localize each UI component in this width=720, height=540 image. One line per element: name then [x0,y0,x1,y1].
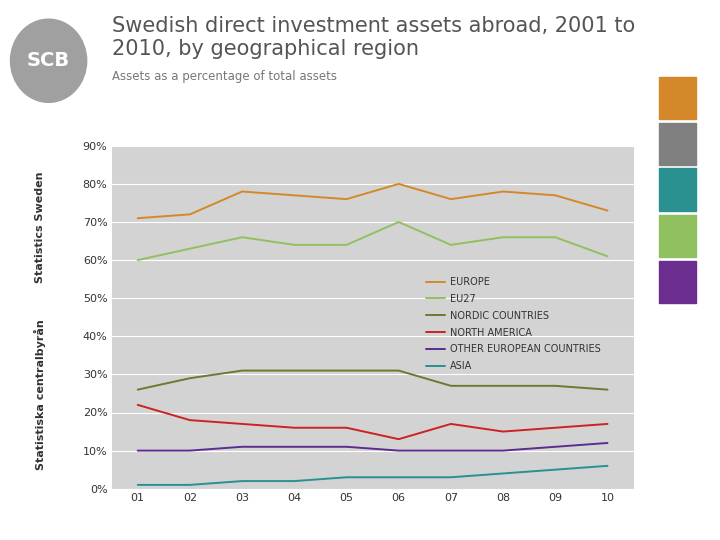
Text: SCB: SCB [27,51,70,70]
Text: Statistiska centralbyrån: Statistiska centralbyrån [34,319,45,470]
Text: 2010, by geographical region: 2010, by geographical region [112,39,418,59]
Text: Swedish direct investment assets abroad, 2001 to: Swedish direct investment assets abroad,… [112,16,635,36]
Text: Statistics Sweden: Statistics Sweden [35,171,45,282]
Legend: EUROPE, EU27, NORDIC COUNTRIES, NORTH AMERICA, OTHER EUROPEAN COUNTRIES, ASIA: EUROPE, EU27, NORDIC COUNTRIES, NORTH AM… [422,273,605,375]
Ellipse shape [11,19,86,102]
Text: Assets as a percentage of total assets: Assets as a percentage of total assets [112,70,337,83]
